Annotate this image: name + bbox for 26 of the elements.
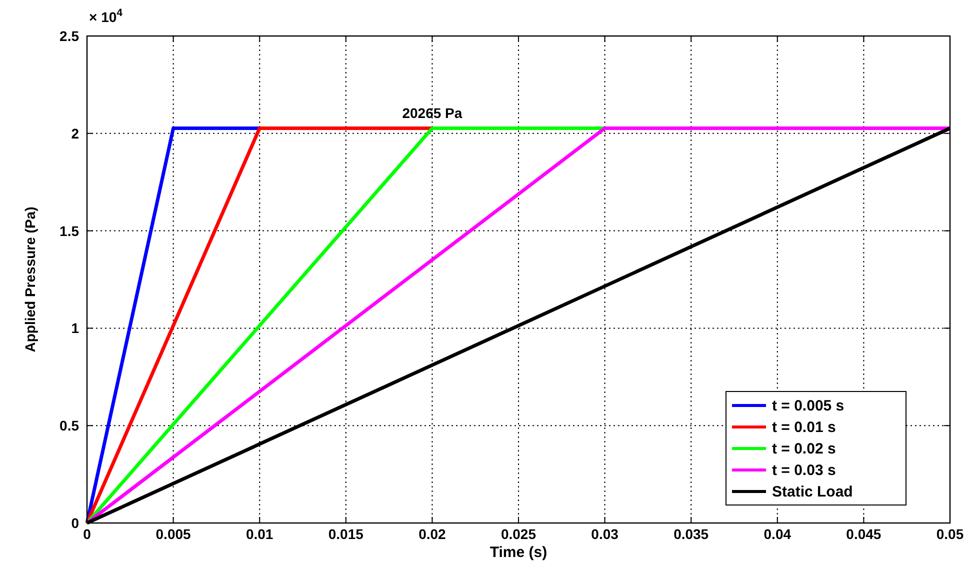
x-tick-label: 0.045: [846, 526, 882, 542]
legend-label: t = 0.01 s: [772, 419, 836, 436]
y-tick-label: 1: [71, 320, 80, 336]
y-tick-label: 2: [71, 125, 80, 142]
x-tick-label: 0: [83, 526, 92, 542]
x-tick-label: 0.04: [764, 526, 792, 542]
x-tick-label: 0.025: [500, 526, 536, 542]
y-tick-label: 0: [71, 515, 80, 531]
x-tick-label: 0.015: [328, 526, 364, 542]
x-tick-label: 0.035: [674, 526, 709, 542]
x-tick-label: 0.01: [246, 526, 274, 542]
legend-label: t = 0.02 s: [772, 440, 836, 458]
x-tick-label: 0.02: [418, 526, 446, 542]
x-axis-title: Time (s): [490, 544, 548, 561]
x-tick-label: 0.005: [156, 526, 192, 542]
y-tick-label: 1.5: [60, 222, 80, 239]
x-tick-label: 0.05: [936, 526, 964, 542]
text: × 10$^{4}$: [89, 7, 123, 25]
legend-label: t = 0.005 s: [772, 398, 844, 414]
legend-label: Static Load: [772, 484, 853, 500]
legend-label: t = 0.03 s: [772, 462, 836, 479]
y-tick-label: 2.5: [60, 28, 80, 44]
y-axis-title: Applied Pressure (Pa): [22, 206, 38, 352]
x-tick-label: 0.03: [591, 526, 619, 542]
annotation: 20265 Pa: [402, 105, 462, 122]
y-tick-label: 0.5: [60, 418, 80, 434]
